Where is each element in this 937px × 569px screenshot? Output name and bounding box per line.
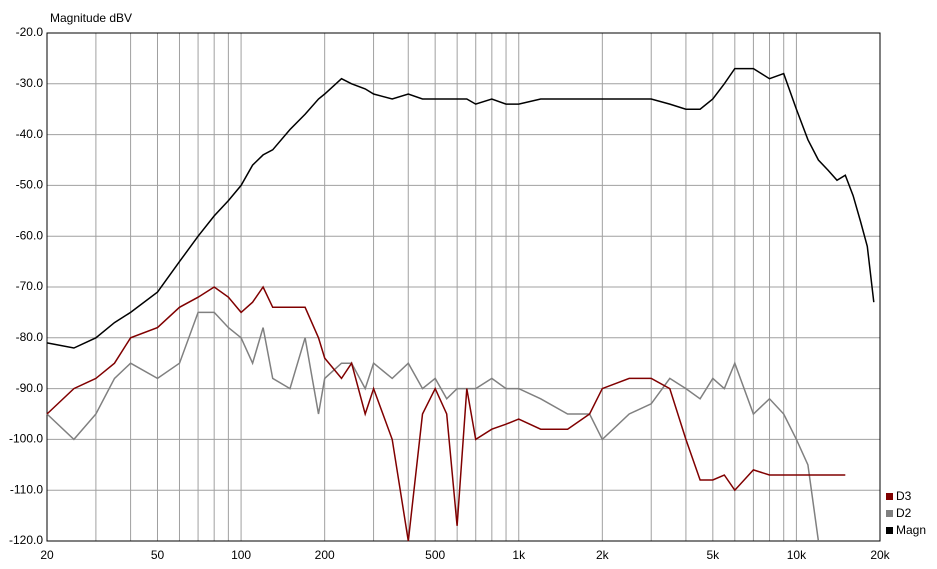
chart-title: Magnitude dBV [50, 11, 132, 25]
x-tick-label: 200 [315, 548, 335, 562]
x-tick-label: 500 [425, 548, 445, 562]
y-tick-label: -50.0 [16, 178, 44, 192]
plot-border [46, 32, 881, 542]
series-line [46, 311, 820, 542]
legend-label: D2 [896, 506, 912, 520]
series-line [46, 67, 875, 349]
series-line [46, 285, 846, 542]
legend-swatch [886, 493, 893, 500]
x-tick-label: 20 [40, 548, 54, 562]
x-tick-label: 10k [787, 548, 807, 562]
x-tick-label: 1k [512, 548, 526, 562]
legend-label: Magn [896, 523, 926, 537]
x-tick-label: 5k [706, 548, 720, 562]
legend-swatch [886, 527, 893, 534]
y-tick-label: -60.0 [16, 228, 44, 242]
x-tick-label: 100 [231, 548, 251, 562]
y-tick-label: -90.0 [16, 381, 44, 395]
y-tick-label: -40.0 [16, 127, 44, 141]
y-tick-label: -100.0 [9, 432, 43, 446]
y-tick-label: -70.0 [16, 279, 44, 293]
y-tick-label: -30.0 [16, 76, 44, 90]
y-tick-label: -80.0 [16, 330, 44, 344]
x-tick-label: 20k [870, 548, 890, 562]
x-tick-label: 50 [151, 548, 165, 562]
x-tick-label: 2k [596, 548, 610, 562]
y-tick-label: -120.0 [9, 533, 43, 547]
y-tick-label: -110.0 [10, 482, 43, 496]
y-tick-label: -20.0 [16, 25, 44, 39]
legend-swatch [886, 510, 893, 517]
legend-label: D3 [896, 489, 912, 503]
